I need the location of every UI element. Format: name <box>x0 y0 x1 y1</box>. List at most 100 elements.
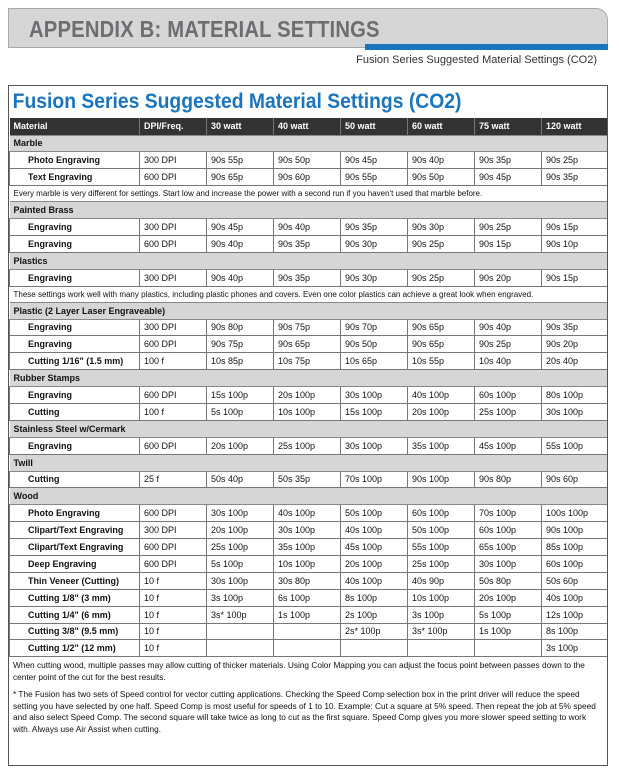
category-row: Plastic (2 Layer Laser Engraveable) <box>9 301 607 320</box>
accent-rule <box>365 44 608 50</box>
table-cell: 90s 65p <box>407 335 475 354</box>
table-cell: 90s 65p <box>407 318 475 337</box>
category-label: Wood <box>9 487 607 506</box>
material-settings-panel: Fusion Series Suggested Material Setting… <box>8 85 608 766</box>
table-cell: 40s 100p <box>340 571 408 590</box>
material-settings-table: Material DPI/Freq. 30 watt 40 watt 50 watt 60… <box>9 118 607 658</box>
row-label: Cutting <box>9 402 140 421</box>
table-cell: 90s 60p <box>541 470 607 489</box>
table-cell: 25s 100p <box>206 538 274 556</box>
table-row: Cutting 25 f 50s 40p 50s 35p 70s 100p 90s 100… <box>9 470 607 489</box>
note-row: These settings work well with many plast… <box>9 286 607 303</box>
table-cell: 90s 15p <box>541 218 607 236</box>
category-row: Stainless Steel w/Cermark <box>9 419 607 438</box>
table-cell: 65s 100p <box>474 538 542 556</box>
table-cell: 10s 65p <box>340 352 408 371</box>
table-row: Cutting 1/16" (1.5 mm) 100 f 10s 85p 10s 75… <box>9 352 607 371</box>
table-cell: 60s 100p <box>474 521 542 540</box>
row-label: Engraving <box>9 335 140 354</box>
table-cell: 30s 100p <box>541 402 607 421</box>
table-cell: 30s 100p <box>474 554 542 573</box>
row-label: Engraving <box>9 218 140 236</box>
table-cell: 5s 100p <box>206 402 274 421</box>
row-label: Thin Veneer (Cutting) <box>9 571 140 590</box>
note-row: Every marble is very different for setti… <box>9 185 607 203</box>
table-cell: 90s 25p <box>474 218 542 236</box>
table-row: Cutting 3/8" (9.5 mm) 10 f 2s* 100p 3s* 100… <box>9 622 607 641</box>
table-row: Engraving 300 DPI 90s 40p 90s 35p 90s 30p 90s… <box>9 268 607 287</box>
table-cell: 70s 100p <box>474 504 542 523</box>
footnote: When cutting wood, multiple passes may a… <box>13 660 585 682</box>
table-cell: 600 DPI <box>139 386 207 404</box>
table-cell: 90s 15p <box>474 234 542 253</box>
category-label: Painted Brass <box>9 201 607 220</box>
category-label: Marble <box>9 134 607 153</box>
table-cell <box>273 622 341 641</box>
table-cell: 90s 55p <box>206 151 274 170</box>
table-cell: 10 f <box>139 571 207 590</box>
table-cell: 35s 100p <box>273 538 341 556</box>
table-row: Photo Engraving 300 DPI 90s 55p 90s 50p 90s … <box>9 151 607 170</box>
table-cell: 30s 80p <box>273 571 341 590</box>
table-cell: 10 f <box>139 588 207 607</box>
column-header: Material <box>9 118 140 135</box>
table-cell <box>206 622 274 641</box>
table-cell: 100 f <box>139 352 207 371</box>
appendix-header: APPENDIX B: MATERIAL SETTINGS <box>8 8 608 48</box>
table-cell: 90s 70p <box>340 318 408 337</box>
table-cell: 300 DPI <box>139 268 207 287</box>
table-cell: 90s 45p <box>474 168 542 187</box>
table-cell: 5s 100p <box>206 554 274 573</box>
table-cell: 90s 65p <box>273 335 341 354</box>
table-row: Cutting 1/4" (6 mm) 10 f 3s* 100p 1s 100p 2s… <box>9 605 607 624</box>
table-cell: 100s 100p <box>541 504 607 523</box>
table-cell: 10 f <box>139 622 207 641</box>
table-cell: 60s 100p <box>407 504 475 523</box>
table-cell: 3s 100p <box>407 605 475 624</box>
table-cell: 40s 100p <box>340 521 408 540</box>
table-cell: 600 DPI <box>139 554 207 573</box>
table-cell: 90s 40p <box>474 318 542 337</box>
table-cell: 90s 60p <box>273 168 341 187</box>
table-cell: 30s 100p <box>273 521 341 540</box>
table-cell: 50s 100p <box>407 521 475 540</box>
table-cell: 90s 25p <box>407 234 475 253</box>
table-cell: 50s 60p <box>541 571 607 590</box>
footnote: * The Fusion has two sets of Speed contr… <box>13 689 596 734</box>
table-cell: 3s* 100p <box>407 622 475 641</box>
table-row: Engraving 600 DPI 20s 100p 25s 100p 30s 100p… <box>9 436 607 455</box>
table-cell: 90s 100p <box>407 470 475 489</box>
table-cell: 50s 100p <box>340 504 408 523</box>
row-label: Engraving <box>9 318 140 337</box>
table-title: Fusion Series Suggested Material Setting… <box>12 90 462 113</box>
table-cell: 30s 100p <box>340 386 408 404</box>
table-cell: 40s 100p <box>407 386 475 404</box>
row-label: Engraving <box>9 268 140 287</box>
table-cell: 90s 40p <box>407 151 475 170</box>
table-cell: 90s 35p <box>273 234 341 253</box>
table-cell <box>407 639 475 658</box>
row-label: Cutting 1/8" (3 mm) <box>9 588 140 607</box>
table-cell: 90s 30p <box>340 268 408 287</box>
column-header: 60 watt <box>407 118 475 135</box>
category-row: Painted Brass <box>9 201 607 220</box>
table-cell: 60s 100p <box>541 554 607 573</box>
table-cell: 45s 100p <box>474 436 542 455</box>
table-cell: 300 DPI <box>139 318 207 337</box>
table-cell: 10s 100p <box>273 554 341 573</box>
table-cell <box>474 639 542 658</box>
table-cell: 2s* 100p <box>340 622 408 641</box>
table-cell: 55s 100p <box>407 538 475 556</box>
category-label: Plastics <box>9 251 607 270</box>
table-cell: 10s 40p <box>474 352 542 371</box>
category-label: Rubber Stamps <box>9 369 607 388</box>
column-header: 75 watt <box>474 118 542 135</box>
table-cell: 90s 30p <box>407 218 475 236</box>
table-cell: 20s 40p <box>541 352 607 371</box>
table-cell: 12s 100p <box>541 605 607 624</box>
table-cell: 8s 100p <box>541 622 607 641</box>
table-cell: 90s 10p <box>541 234 607 253</box>
table-cell: 80s 100p <box>541 386 607 404</box>
section-note: These settings work well with many plast… <box>9 286 607 303</box>
table-cell: 70s 100p <box>340 470 408 489</box>
